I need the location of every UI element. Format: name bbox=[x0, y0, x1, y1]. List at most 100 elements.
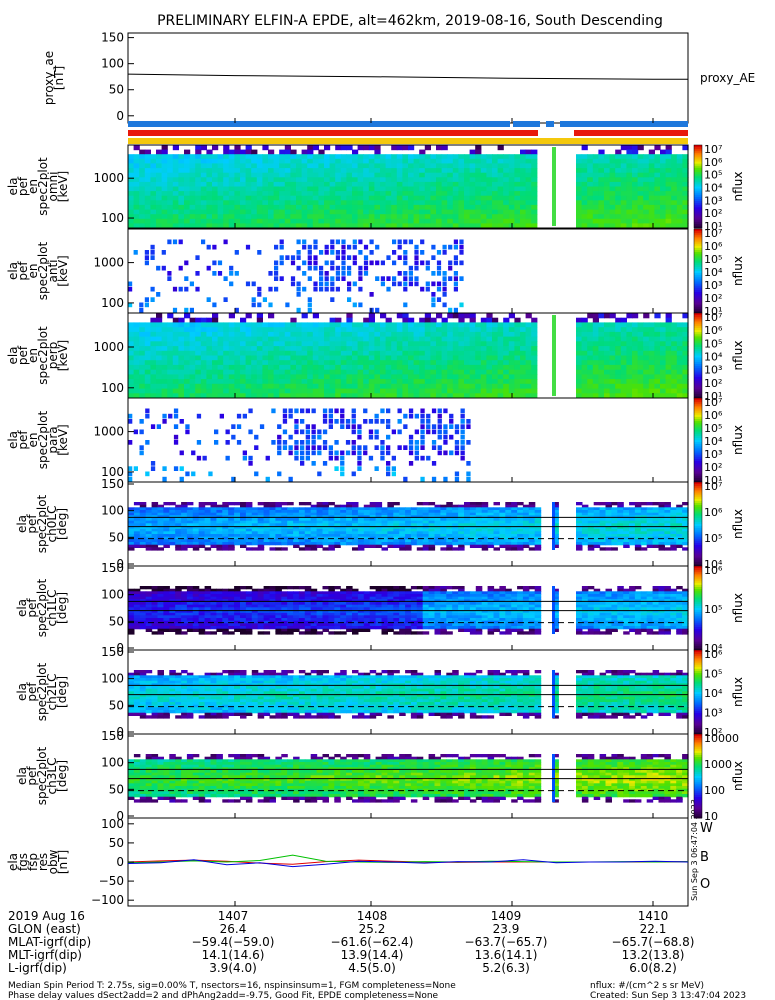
spectrogram-cell bbox=[245, 168, 252, 174]
spectrogram-cell bbox=[391, 145, 398, 151]
spectrogram-cell bbox=[615, 379, 622, 385]
spectrogram-cell bbox=[481, 512, 489, 516]
spectrogram-cell bbox=[396, 364, 403, 371]
spectrogram-cell bbox=[324, 186, 331, 192]
spectrogram-cell bbox=[273, 346, 280, 352]
spectrogram-cell bbox=[312, 350, 319, 357]
spectrogram-cell bbox=[632, 379, 639, 385]
spectrogram-cell bbox=[408, 336, 415, 342]
spectrogram-cell bbox=[386, 445, 391, 450]
spectrogram-cell bbox=[682, 168, 689, 174]
spectrogram-cell bbox=[245, 336, 252, 342]
spectrogram-cell bbox=[520, 163, 527, 169]
spectrogram-cell bbox=[296, 239, 301, 245]
spectrogram-cell bbox=[422, 542, 430, 546]
spectrogram-cell bbox=[592, 181, 599, 188]
spectrogram-cell bbox=[352, 191, 359, 197]
spectrogram-cell bbox=[363, 181, 370, 188]
spectrogram-cell bbox=[517, 523, 524, 527]
spectrogram-cell bbox=[296, 364, 303, 371]
spectrogram-cell bbox=[514, 177, 521, 183]
spectrogram-cell bbox=[128, 388, 135, 394]
spectrogram-cell bbox=[184, 276, 189, 281]
spectrogram-cell bbox=[204, 536, 212, 540]
spectrogram-cell bbox=[587, 544, 595, 548]
spectrogram-cell bbox=[517, 544, 524, 548]
spectrogram-cell bbox=[346, 534, 353, 538]
spectrogram-cell bbox=[357, 518, 365, 522]
spectrogram-cell bbox=[581, 504, 589, 508]
spectrogram-cell bbox=[186, 523, 194, 527]
spectrogram-cell bbox=[503, 168, 510, 174]
spectrogram-cell bbox=[416, 528, 424, 532]
spectrogram-cell bbox=[186, 531, 194, 535]
spectrogram-cell bbox=[217, 181, 224, 188]
spectrogram-cell bbox=[217, 204, 224, 211]
spectrogram-cell bbox=[133, 168, 140, 174]
spectrogram-cell bbox=[682, 341, 689, 347]
spectrogram-cell bbox=[487, 518, 495, 522]
spectrogram-cell bbox=[671, 364, 678, 371]
spectrogram-cell bbox=[206, 214, 213, 220]
spectrogram-cell bbox=[648, 331, 655, 338]
spectrogram-cell bbox=[369, 292, 374, 297]
spectrogram-cell bbox=[431, 255, 436, 260]
spectrogram-cell bbox=[206, 355, 213, 361]
spectrogram-cell bbox=[294, 450, 299, 456]
spectrogram-cell bbox=[581, 536, 589, 540]
spectrogram-cell bbox=[305, 440, 310, 445]
spectrogram-cell bbox=[380, 374, 387, 380]
spectrogram-cell bbox=[408, 168, 415, 174]
spectrogram-cell bbox=[240, 374, 247, 380]
spectrogram-cell bbox=[637, 163, 644, 169]
spectrogram-cell bbox=[144, 172, 151, 178]
spectrogram-cell bbox=[301, 163, 308, 169]
spectrogram-cell bbox=[222, 539, 229, 543]
spectrogram-cell bbox=[587, 186, 594, 192]
spectrogram-cell bbox=[287, 523, 294, 527]
spectrogram-cell bbox=[191, 450, 196, 456]
spectrogram-cell bbox=[392, 281, 397, 287]
spectrogram-cell bbox=[324, 322, 331, 328]
spectrogram-cell bbox=[290, 374, 297, 380]
spectrogram-cell bbox=[282, 413, 288, 419]
spectrogram-cell bbox=[436, 331, 443, 338]
spectrogram-cell bbox=[447, 195, 454, 201]
spectrogram-cell bbox=[223, 369, 230, 375]
spectrogram-cell bbox=[480, 172, 487, 178]
spectrogram-cell bbox=[301, 346, 308, 352]
spectrogram-cell bbox=[352, 502, 359, 506]
spectrogram-cell bbox=[217, 383, 224, 390]
spectrogram-cell bbox=[431, 302, 436, 308]
spectrogram-cell bbox=[643, 388, 650, 394]
spectrogram-cell bbox=[480, 393, 487, 399]
spectrogram-cell bbox=[475, 195, 482, 201]
spectrogram-cell bbox=[279, 393, 286, 399]
spectrogram-cell bbox=[587, 181, 594, 188]
spectrogram-cell bbox=[167, 154, 174, 160]
spectrogram-cell bbox=[157, 510, 164, 514]
spectrogram-cell bbox=[497, 346, 504, 352]
spectrogram-cell bbox=[178, 172, 185, 178]
spectrogram-cell bbox=[492, 322, 499, 328]
spectrogram-cell bbox=[475, 360, 482, 366]
spectrogram-cell bbox=[469, 200, 476, 206]
spectrogram-cell bbox=[665, 191, 672, 197]
spectrogram-cell bbox=[626, 168, 633, 174]
spectrogram-cell bbox=[257, 510, 265, 514]
spectrogram-cell bbox=[167, 239, 172, 245]
spectrogram-cell bbox=[316, 539, 324, 543]
spectrogram-cell bbox=[443, 450, 448, 456]
spectrogram-cell bbox=[139, 195, 146, 201]
spectrogram-cell bbox=[469, 539, 477, 543]
spectrogram-cell bbox=[671, 186, 678, 192]
spectrogram-cell bbox=[251, 331, 258, 338]
spectrogram-cell bbox=[150, 355, 157, 361]
spectrogram-cell bbox=[290, 383, 297, 390]
spectrogram-cell bbox=[436, 297, 442, 302]
spectrogram-cell bbox=[481, 523, 489, 527]
spectrogram-cell bbox=[204, 542, 212, 546]
spectrogram-cell bbox=[346, 346, 353, 352]
spectrogram-cell bbox=[335, 341, 342, 347]
